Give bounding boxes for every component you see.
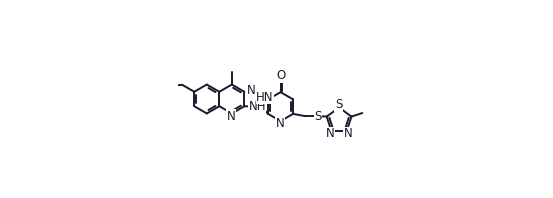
Text: N: N [247, 84, 255, 97]
Text: N: N [275, 117, 284, 130]
Text: N: N [227, 109, 236, 123]
Text: NH: NH [248, 100, 266, 113]
Text: O: O [276, 69, 285, 82]
Text: S: S [314, 110, 321, 123]
Text: HN: HN [256, 91, 274, 104]
Text: N: N [343, 127, 352, 140]
Text: N: N [326, 127, 334, 140]
Text: S: S [335, 98, 342, 111]
